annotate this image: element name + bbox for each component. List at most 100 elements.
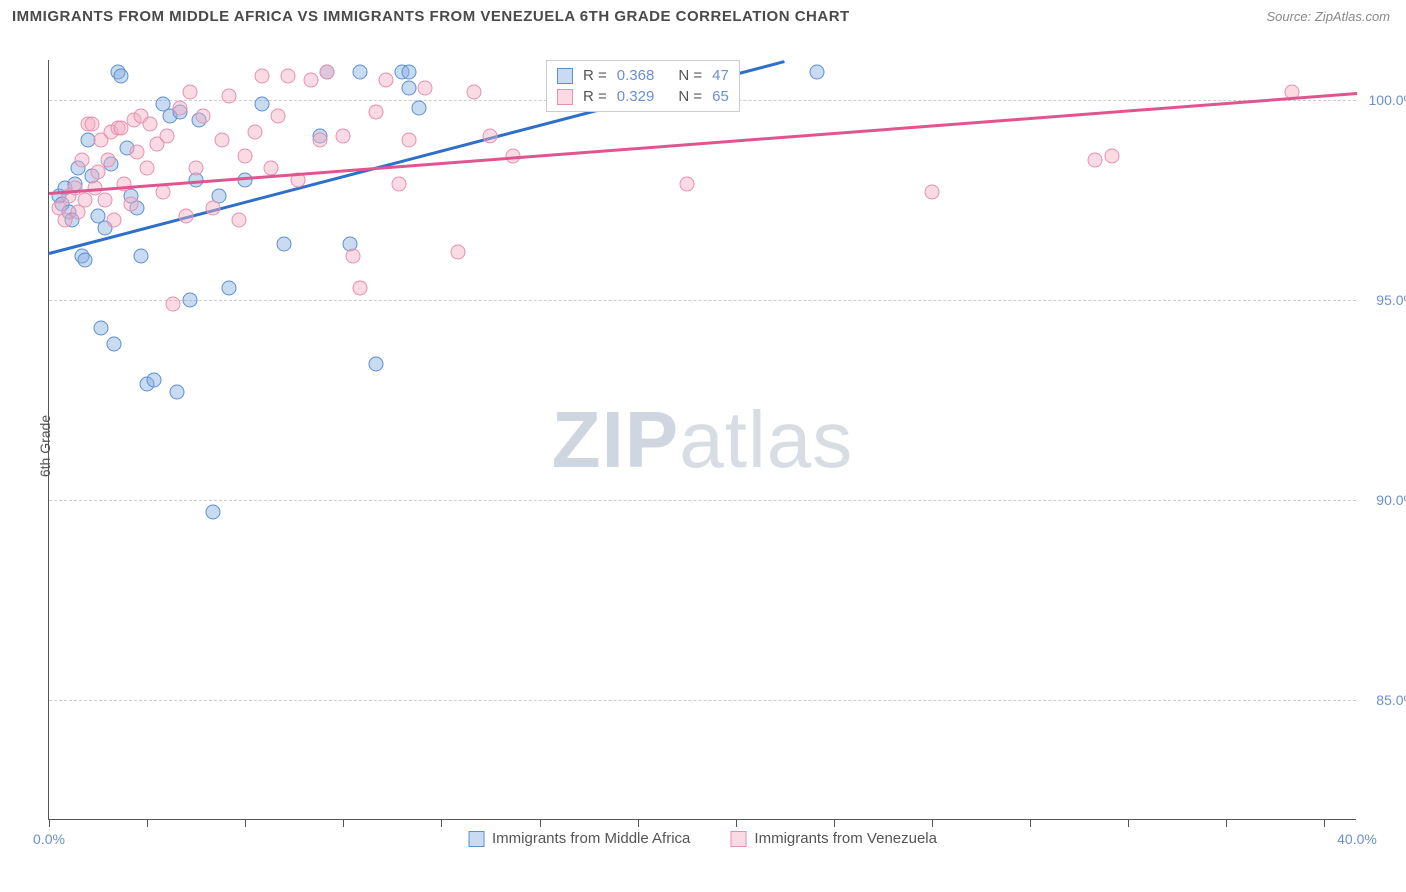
legend-swatch xyxy=(557,89,573,105)
data-point xyxy=(254,97,269,112)
n-label: N = xyxy=(678,88,702,105)
data-point xyxy=(238,173,253,188)
data-point xyxy=(123,197,138,212)
data-point xyxy=(810,65,825,80)
data-point xyxy=(352,65,367,80)
title-bar: IMMIGRANTS FROM MIDDLE AFRICA VS IMMIGRA… xyxy=(0,0,1406,33)
data-point xyxy=(133,249,148,264)
data-point xyxy=(238,149,253,164)
data-point xyxy=(182,293,197,308)
gridline xyxy=(49,500,1356,501)
data-point xyxy=(182,85,197,100)
data-point xyxy=(450,245,465,260)
gridline xyxy=(49,300,1356,301)
xtick-label: 0.0% xyxy=(33,831,65,847)
data-point xyxy=(77,193,92,208)
n-value: 47 xyxy=(712,67,729,84)
data-point xyxy=(346,249,361,264)
legend-swatch xyxy=(730,831,746,847)
watermark: ZIPatlas xyxy=(552,394,853,486)
data-point xyxy=(467,85,482,100)
data-point xyxy=(391,177,406,192)
xtick xyxy=(1030,819,1031,827)
data-point xyxy=(401,133,416,148)
data-point xyxy=(411,101,426,116)
data-point xyxy=(221,89,236,104)
r-value: 0.368 xyxy=(617,67,655,84)
data-point xyxy=(189,161,204,176)
data-point xyxy=(91,165,106,180)
data-point xyxy=(418,81,433,96)
data-point xyxy=(221,281,236,296)
data-point xyxy=(77,253,92,268)
legend-row: R = 0.329 N = 65 xyxy=(557,86,729,107)
legend-row: R = 0.368 N = 47 xyxy=(557,65,729,86)
data-point xyxy=(94,321,109,336)
data-point xyxy=(924,185,939,200)
stats-legend: R = 0.368 N = 47 R = 0.329 N = 65 xyxy=(546,60,740,112)
data-point xyxy=(231,213,246,228)
data-point xyxy=(146,373,161,388)
legend-swatch xyxy=(468,831,484,847)
data-point xyxy=(100,153,115,168)
data-point xyxy=(117,177,132,192)
data-point xyxy=(352,281,367,296)
xtick xyxy=(1324,819,1325,827)
data-point xyxy=(679,177,694,192)
data-point xyxy=(107,213,122,228)
xtick xyxy=(245,819,246,827)
data-point xyxy=(143,117,158,132)
ytick-label: 90.0% xyxy=(1361,492,1406,508)
data-point xyxy=(195,109,210,124)
data-point xyxy=(254,69,269,84)
n-label: N = xyxy=(678,67,702,84)
data-point xyxy=(248,125,263,140)
r-value: 0.329 xyxy=(617,88,655,105)
series-name: Immigrants from Middle Africa xyxy=(492,830,690,847)
ytick-label: 100.0% xyxy=(1361,92,1406,108)
ytick-label: 85.0% xyxy=(1361,692,1406,708)
data-point xyxy=(1104,149,1119,164)
data-point xyxy=(280,69,295,84)
plot-area: ZIPatlas 85.0%90.0%95.0%100.0%0.0%40.0%R… xyxy=(48,60,1356,820)
data-point xyxy=(172,101,187,116)
series-legend: Immigrants from Middle Africa Immigrants … xyxy=(468,830,937,847)
data-point xyxy=(483,129,498,144)
data-point xyxy=(319,65,334,80)
data-point xyxy=(130,145,145,160)
xtick xyxy=(1128,819,1129,827)
xtick xyxy=(932,819,933,827)
xtick xyxy=(343,819,344,827)
data-point xyxy=(401,81,416,96)
data-point xyxy=(401,65,416,80)
data-point xyxy=(264,161,279,176)
data-point xyxy=(205,201,220,216)
data-point xyxy=(378,73,393,88)
data-point xyxy=(277,237,292,252)
data-point xyxy=(336,129,351,144)
data-point xyxy=(84,117,99,132)
data-point xyxy=(215,133,230,148)
series-name: Immigrants from Venezuela xyxy=(754,830,937,847)
data-point xyxy=(156,185,171,200)
xtick xyxy=(736,819,737,827)
data-point xyxy=(1088,153,1103,168)
watermark-bold: ZIP xyxy=(552,395,679,484)
xtick xyxy=(540,819,541,827)
data-point xyxy=(166,297,181,312)
data-point xyxy=(270,109,285,124)
data-point xyxy=(205,505,220,520)
data-point xyxy=(97,193,112,208)
series-legend-item: Immigrants from Middle Africa xyxy=(468,830,690,847)
xtick xyxy=(638,819,639,827)
xtick xyxy=(1226,819,1227,827)
data-point xyxy=(140,161,155,176)
data-point xyxy=(169,385,184,400)
r-label: R = xyxy=(583,67,607,84)
xtick xyxy=(834,819,835,827)
n-value: 65 xyxy=(712,88,729,105)
r-label: R = xyxy=(583,88,607,105)
data-point xyxy=(74,153,89,168)
chart-title: IMMIGRANTS FROM MIDDLE AFRICA VS IMMIGRA… xyxy=(12,8,850,25)
gridline xyxy=(49,700,1356,701)
